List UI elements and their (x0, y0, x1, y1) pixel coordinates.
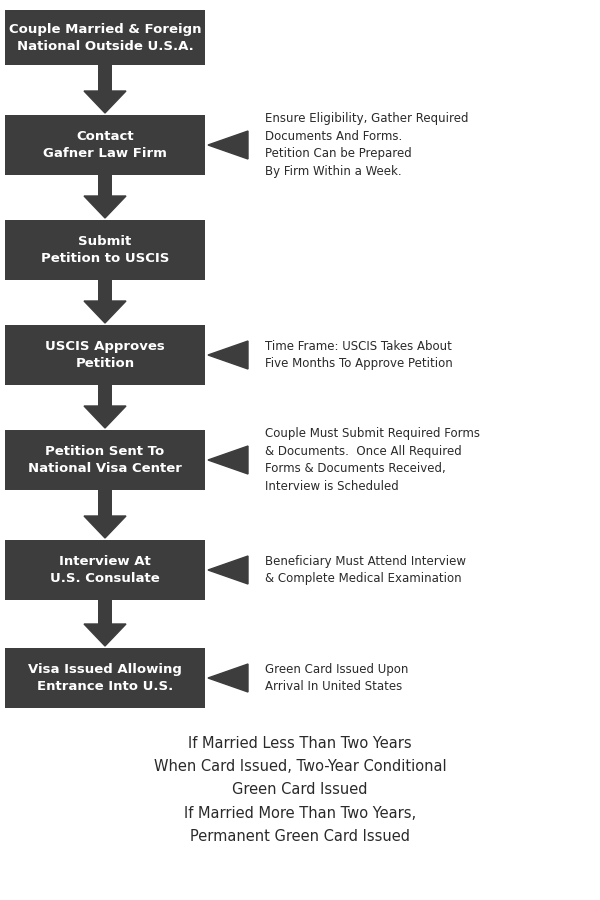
Text: Couple Married & Foreign
National Outside U.S.A.: Couple Married & Foreign National Outsid… (9, 22, 201, 52)
Polygon shape (84, 301, 126, 323)
Polygon shape (84, 624, 126, 646)
Text: Visa Issued Allowing
Entrance Into U.S.: Visa Issued Allowing Entrance Into U.S. (28, 663, 182, 693)
FancyBboxPatch shape (98, 65, 112, 97)
Polygon shape (84, 196, 126, 218)
Polygon shape (84, 406, 126, 428)
Text: Time Frame: USCIS Takes About
Five Months To Approve Petition: Time Frame: USCIS Takes About Five Month… (265, 339, 453, 370)
FancyBboxPatch shape (5, 115, 205, 175)
FancyBboxPatch shape (5, 10, 205, 65)
Text: USCIS Approves
Petition: USCIS Approves Petition (45, 340, 165, 370)
FancyBboxPatch shape (98, 175, 112, 202)
FancyBboxPatch shape (98, 600, 112, 630)
Text: Interview At
U.S. Consulate: Interview At U.S. Consulate (50, 555, 160, 585)
Polygon shape (208, 446, 248, 474)
Polygon shape (208, 556, 248, 584)
Text: Ensure Eligibility, Gather Required
Documents And Forms.
Petition Can be Prepare: Ensure Eligibility, Gather Required Docu… (265, 112, 469, 178)
Polygon shape (208, 131, 248, 159)
FancyBboxPatch shape (98, 280, 112, 307)
Polygon shape (84, 516, 126, 538)
FancyBboxPatch shape (5, 220, 205, 280)
Text: If Married Less Than Two Years
When Card Issued, Two-Year Conditional
Green Card: If Married Less Than Two Years When Card… (154, 735, 446, 844)
Polygon shape (208, 664, 248, 692)
FancyBboxPatch shape (5, 540, 205, 600)
Text: Green Card Issued Upon
Arrival In United States: Green Card Issued Upon Arrival In United… (265, 662, 409, 693)
Text: Petition Sent To
National Visa Center: Petition Sent To National Visa Center (28, 445, 182, 475)
FancyBboxPatch shape (5, 325, 205, 385)
Polygon shape (208, 341, 248, 369)
FancyBboxPatch shape (98, 385, 112, 412)
Text: Contact
Gafner Law Firm: Contact Gafner Law Firm (43, 130, 167, 160)
FancyBboxPatch shape (5, 648, 205, 708)
FancyBboxPatch shape (5, 430, 205, 490)
Text: Submit
Petition to USCIS: Submit Petition to USCIS (41, 235, 169, 265)
Text: Couple Must Submit Required Forms
& Documents.  Once All Required
Forms & Docume: Couple Must Submit Required Forms & Docu… (265, 428, 480, 493)
Text: Beneficiary Must Attend Interview
& Complete Medical Examination: Beneficiary Must Attend Interview & Comp… (265, 554, 466, 585)
Polygon shape (84, 91, 126, 113)
FancyBboxPatch shape (98, 490, 112, 522)
